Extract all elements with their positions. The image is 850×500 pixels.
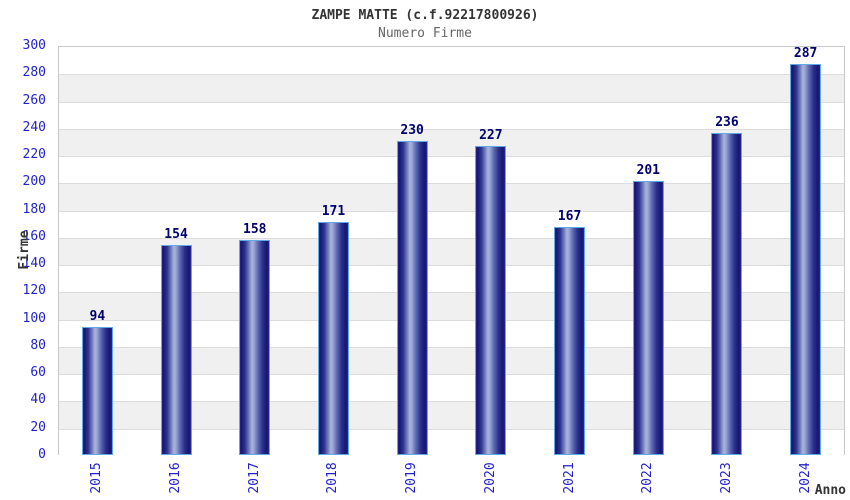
bar-2016	[160, 245, 192, 455]
x-tick-label: 2023	[718, 462, 734, 494]
bar-value-label: 236	[715, 115, 739, 131]
chart-subtitle: Numero Firme	[378, 26, 472, 41]
bar-2024	[790, 63, 822, 455]
bar-value-label: 158	[243, 221, 267, 237]
bar-value-label: 167	[557, 209, 582, 225]
chart-title: ZAMPE MATTE (c.f.92217800926)	[311, 8, 539, 23]
bar-2023	[711, 133, 743, 455]
bar-2017	[239, 239, 271, 455]
y-tick-label: 220	[22, 147, 46, 163]
y-tick-label: 260	[22, 92, 46, 108]
gridline	[59, 319, 844, 321]
bar-value-label: 201	[636, 162, 660, 178]
x-tick-label: 2017	[246, 462, 262, 494]
bar-2018	[317, 221, 349, 455]
gridline	[59, 210, 844, 212]
bar-value-label: 154	[164, 227, 188, 243]
bar-2015	[81, 326, 113, 455]
y-tick-label: 180	[22, 201, 46, 217]
y-tick-label: 120	[22, 283, 46, 299]
gridline	[59, 428, 844, 430]
plot-band	[59, 101, 844, 129]
x-tick-label: 2015	[89, 462, 105, 494]
bar-2021	[554, 227, 586, 455]
plot-band	[59, 47, 844, 75]
bar-value-label: 287	[793, 45, 818, 61]
gridline	[59, 292, 844, 294]
y-tick-label: 300	[22, 38, 46, 53]
y-tick-label: 140	[22, 256, 46, 272]
y-tick-label: 200	[22, 174, 46, 190]
x-tick-label: 2020	[482, 462, 498, 494]
gridline	[59, 265, 844, 267]
gridline	[59, 374, 844, 376]
x-tick-label: 2024	[797, 462, 813, 494]
y-tick-label: 240	[22, 119, 46, 135]
bar-2020	[475, 145, 507, 455]
y-tick-label: 20	[30, 419, 46, 435]
x-tick-label: 2018	[325, 462, 341, 494]
y-tick-label: 160	[22, 228, 46, 244]
y-tick-label: 40	[30, 392, 46, 408]
y-tick-label: 100	[22, 310, 46, 326]
y-tick-label: 80	[30, 337, 46, 353]
gridline	[59, 156, 844, 158]
y-tick-label: 280	[22, 65, 46, 81]
x-axis-label: Anno	[814, 483, 846, 498]
gridline	[59, 183, 844, 185]
gridline	[59, 128, 844, 130]
gridline	[59, 401, 844, 403]
bar-2022	[632, 180, 664, 455]
x-tick-label: 2021	[561, 462, 577, 494]
plot-band	[59, 74, 844, 102]
bar-value-label: 171	[321, 203, 346, 219]
y-axis-label: Firme	[17, 230, 32, 270]
gridline	[59, 346, 844, 348]
x-tick-label: 2019	[404, 462, 420, 494]
gridline	[59, 74, 844, 76]
gridline	[59, 101, 844, 103]
bar-value-label: 230	[400, 123, 424, 139]
bar-value-label: 227	[479, 127, 503, 143]
y-tick-label: 0	[38, 447, 46, 462]
bar-value-label: 94	[89, 308, 106, 324]
bar-2019	[396, 141, 428, 455]
x-tick-label: 2016	[168, 462, 184, 494]
x-tick-label: 2022	[640, 462, 656, 494]
gridline	[59, 237, 844, 239]
y-tick-label: 60	[30, 365, 46, 381]
